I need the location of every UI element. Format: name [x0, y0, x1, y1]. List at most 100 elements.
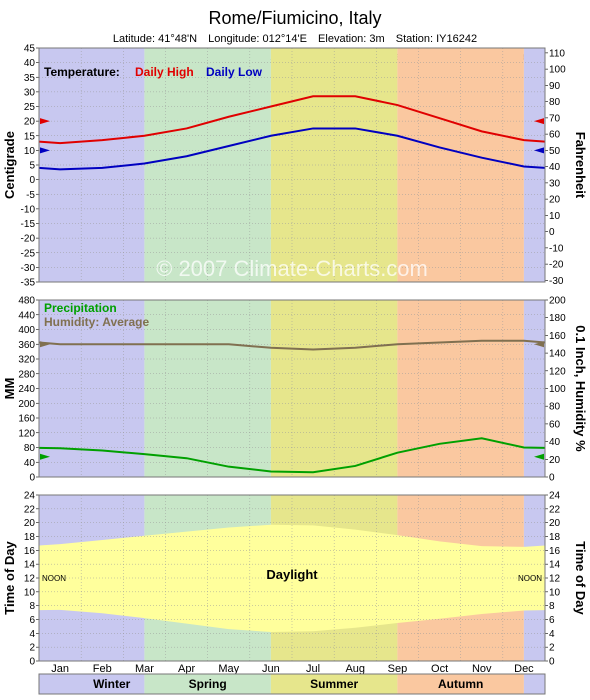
humidity-marker-left	[40, 341, 50, 348]
record-low-marker-right	[534, 147, 544, 154]
y-tick-label-humidity: 180	[549, 313, 566, 324]
record-low-marker-left	[40, 147, 50, 154]
y-tick-label-humidity: 200	[549, 296, 566, 307]
month-label-bottom: Apr	[178, 663, 195, 675]
month-label-bottom: Nov	[472, 663, 492, 675]
y-tick-label-mm: 360	[18, 340, 35, 351]
y-tick-label-mm: 320	[18, 355, 35, 366]
y-tick-label-celsius: -10	[21, 204, 36, 215]
station-info: Latitude: 41°48'N Longitude: 012°14'E El…	[0, 33, 590, 45]
y-tick-label-humidity: 80	[549, 402, 561, 413]
y-tick-label-celsius: 20	[24, 117, 36, 128]
chart-title: Rome/Fiumicino, Italy	[208, 8, 382, 28]
daylight-label: Daylight	[266, 567, 318, 582]
y-tick-label-time-left: 2	[29, 643, 35, 654]
season-bar-spring	[144, 674, 271, 694]
season-bar-summer	[270, 674, 398, 694]
y-tick-label-mm: 0	[29, 473, 35, 484]
series-line-precipitation	[38, 437, 546, 474]
season-label-summer: Summer	[310, 677, 358, 691]
y-tick-label-mm: 200	[18, 399, 35, 410]
longitude-text: Longitude: 012°14'E	[208, 33, 307, 45]
y-tick-label-mm: 440	[18, 310, 35, 321]
y-tick-label-fahrenheit: 70	[549, 113, 561, 124]
panel-border	[38, 299, 546, 478]
y-tick-label-mm: 280	[18, 369, 35, 380]
y-tick-label-time-right: 10	[549, 587, 561, 598]
noon-label-left: NOON	[42, 574, 66, 583]
y-tick-label-fahrenheit: -10	[549, 243, 564, 254]
y-tick-label-fahrenheit: 20	[549, 195, 561, 206]
legend-title: Temperature:	[44, 65, 120, 79]
y-tick-label-humidity: 160	[549, 331, 566, 342]
season-label-spring: Spring	[189, 677, 227, 691]
y-tick-label-time-left: 18	[24, 532, 36, 543]
panel-border	[38, 47, 546, 283]
y-tick-label-celsius: 10	[24, 146, 36, 157]
watermark: © 2007 Climate-Charts.com	[156, 256, 428, 281]
y-axis-title-right: 0.1 Inch, Humidity %	[573, 325, 588, 452]
y-tick-label-celsius: -25	[21, 248, 36, 259]
y-tick-label-celsius: 40	[24, 58, 36, 69]
series-line-daily-high	[38, 95, 546, 145]
y-tick-label-time-left: 16	[24, 546, 36, 557]
y-tick-label-time-left: 24	[24, 491, 36, 502]
legend-precipitation: Precipitation	[44, 301, 117, 315]
y-tick-label-time-left: 0	[29, 657, 35, 668]
y-tick-label-fahrenheit: 110	[549, 48, 565, 59]
y-tick-label-humidity: 0	[549, 473, 555, 484]
y-tick-label-fahrenheit: 30	[549, 178, 561, 189]
y-tick-label-time-right: 16	[549, 546, 561, 557]
y-tick-label-celsius: -35	[21, 278, 36, 289]
legend-daily-low: Daily Low	[206, 65, 263, 79]
y-tick-label-celsius: -5	[26, 190, 35, 201]
legend-daily-high: Daily High	[135, 65, 194, 79]
latitude-text: Latitude: 41°48'N	[112, 33, 198, 45]
y-tick-label-time-left: 12	[24, 574, 36, 585]
y-tick-label-fahrenheit: 50	[549, 146, 561, 157]
month-label-bottom: Dec	[514, 663, 534, 675]
season-bar-winter	[39, 674, 145, 694]
y-axis-title-left: MM	[2, 378, 17, 400]
y-axis-title-left: Centigrade	[2, 131, 17, 199]
y-tick-label-time-right: 2	[549, 643, 555, 654]
y-tick-label-time-right: 8	[549, 601, 555, 612]
y-tick-label-mm: 480	[18, 296, 35, 307]
y-tick-label-mm: 40	[24, 458, 36, 469]
y-tick-label-time-left: 20	[24, 518, 36, 529]
y-tick-label-fahrenheit: 40	[549, 162, 561, 173]
y-tick-label-time-right: 6	[549, 615, 555, 626]
humidity-marker-right	[534, 341, 544, 348]
season-label-winter: Winter	[93, 677, 131, 691]
y-tick-label-time-left: 14	[24, 560, 36, 571]
y-tick-label-fahrenheit: 60	[549, 130, 561, 141]
y-tick-label-time-left: 10	[24, 587, 36, 598]
season-bar-border	[38, 673, 546, 695]
y-tick-label-fahrenheit: 0	[549, 227, 555, 238]
month-label-bottom: Jul	[306, 663, 320, 675]
y-tick-label-fahrenheit: 80	[549, 97, 561, 108]
y-tick-label-fahrenheit: -20	[549, 260, 564, 271]
month-label-bottom: Mar	[135, 663, 154, 675]
y-tick-label-celsius: 15	[24, 131, 36, 142]
precipitation-marker-left	[40, 453, 50, 460]
y-tick-label-mm: 400	[18, 325, 35, 336]
y-tick-label-time-right: 14	[549, 560, 561, 571]
month-label-bottom: Oct	[431, 663, 448, 675]
y-tick-label-mm: 80	[24, 443, 36, 454]
series-line-daily-low	[38, 127, 546, 171]
series-line-humidity	[38, 339, 546, 351]
season-label-autumn: Autumn	[438, 677, 483, 691]
y-axis-title-right: Time of Day	[573, 541, 588, 615]
y-tick-label-time-right: 18	[549, 532, 561, 543]
record-high-marker-left	[40, 118, 50, 125]
y-tick-label-humidity: 120	[549, 366, 566, 377]
y-tick-label-celsius: -20	[21, 234, 36, 245]
y-tick-label-mm: 240	[18, 384, 35, 395]
y-tick-label-time-right: 0	[549, 657, 555, 668]
y-tick-label-celsius: 5	[29, 161, 35, 172]
y-tick-label-time-left: 6	[29, 615, 35, 626]
y-tick-label-celsius: 30	[24, 87, 36, 98]
y-tick-label-fahrenheit: -30	[549, 276, 564, 287]
